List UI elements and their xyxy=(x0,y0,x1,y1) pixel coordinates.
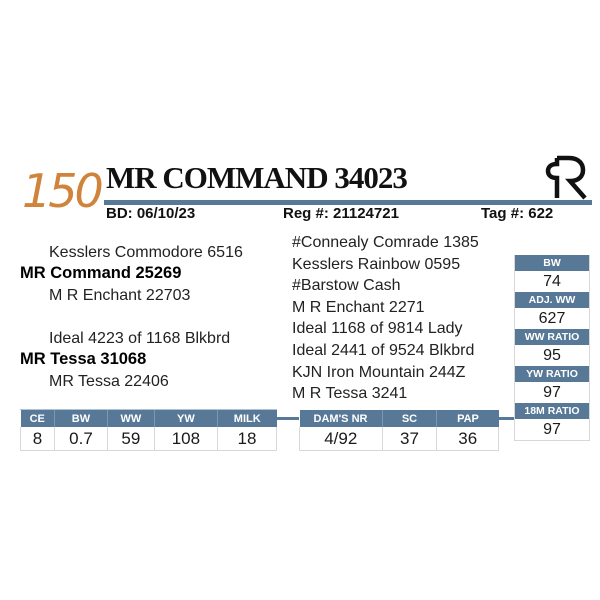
epd-header: YW xyxy=(154,410,219,427)
dam-stats-header: SC xyxy=(382,410,438,427)
performance-label: YW RATIO xyxy=(515,366,589,382)
performance-column: BW 74 ADJ. WW 627 WW RATIO 95 YW RATIO 9… xyxy=(514,255,590,441)
divider xyxy=(20,409,277,410)
performance-value: 95 xyxy=(543,347,561,364)
ggp-item: M R Enchant 2271 xyxy=(292,298,425,316)
performance-value: 97 xyxy=(543,421,561,438)
ggp-item: KJN Iron Mountain 244Z xyxy=(292,363,466,381)
lot-number: 150 xyxy=(22,164,104,218)
tag-number: Tag #: 622 xyxy=(481,205,554,222)
performance-label: ADJ. WW xyxy=(515,292,589,308)
ggp-item: Ideal 2441 of 9524 Blkbrd xyxy=(292,341,475,359)
sire-sire: Kesslers Commodore 6516 xyxy=(49,244,243,261)
dam-stats-table: DAM'S NR SC PAP 4/92 37 36 xyxy=(299,410,499,451)
connector-line xyxy=(499,417,515,420)
dam-stats-value: 36 xyxy=(436,427,499,451)
dam-dam: MR Tessa 22406 xyxy=(49,373,169,390)
epd-table: CE BW WW YW MILK 8 0.7 59 108 18 xyxy=(20,410,277,451)
epd-header: CE xyxy=(20,410,55,427)
performance-value: 97 xyxy=(543,384,561,401)
performance-value: 627 xyxy=(538,310,566,327)
ggp-item: #Connealy Comrade 1385 xyxy=(292,234,479,251)
epd-value: 0.7 xyxy=(53,427,108,451)
dam-stats-header: PAP xyxy=(436,410,499,427)
ggp-item: Ideal 1168 of 9814 Lady xyxy=(292,320,463,338)
epd-value: 59 xyxy=(106,427,155,451)
great-grandparents-list: #Connealy Comrade 1385 Kesslers Rainbow … xyxy=(292,232,479,405)
dam: MR Tessa 31068 xyxy=(20,350,147,368)
epd-header: BW xyxy=(54,410,108,427)
performance-label: WW RATIO xyxy=(515,329,589,345)
dam-sire: Ideal 4223 of 1168 Blkbrd xyxy=(49,330,231,347)
r-brand-logo-icon xyxy=(545,155,587,200)
ggp-item: M R Tessa 3241 xyxy=(292,385,408,403)
epd-value: 8 xyxy=(20,427,55,451)
ggp-item: Kesslers Rainbow 0595 xyxy=(292,255,461,273)
performance-value: 74 xyxy=(543,273,561,290)
sire: MR Command 25269 xyxy=(20,264,182,282)
epd-header: MILK xyxy=(217,410,277,427)
epd-value: 18 xyxy=(217,427,277,451)
dam-stats-value: 4/92 xyxy=(299,427,383,451)
dam-stats-value: 37 xyxy=(381,427,438,451)
performance-label: BW xyxy=(515,255,589,271)
sire-dam: M R Enchant 22703 xyxy=(49,287,191,304)
connector-line xyxy=(277,417,299,420)
header-divider xyxy=(104,200,592,205)
epd-header: WW xyxy=(107,410,155,427)
registration-number: Reg #: 21124721 xyxy=(283,205,399,222)
animal-title: MR COMMAND 34023 xyxy=(106,160,408,195)
dam-stats-header: DAM'S NR xyxy=(299,410,383,427)
birth-date: BD: 06/10/23 xyxy=(106,205,196,222)
ggp-item: #Barstow Cash xyxy=(292,277,401,295)
performance-label: 18M RATIO xyxy=(515,403,589,419)
epd-value: 108 xyxy=(153,427,219,451)
